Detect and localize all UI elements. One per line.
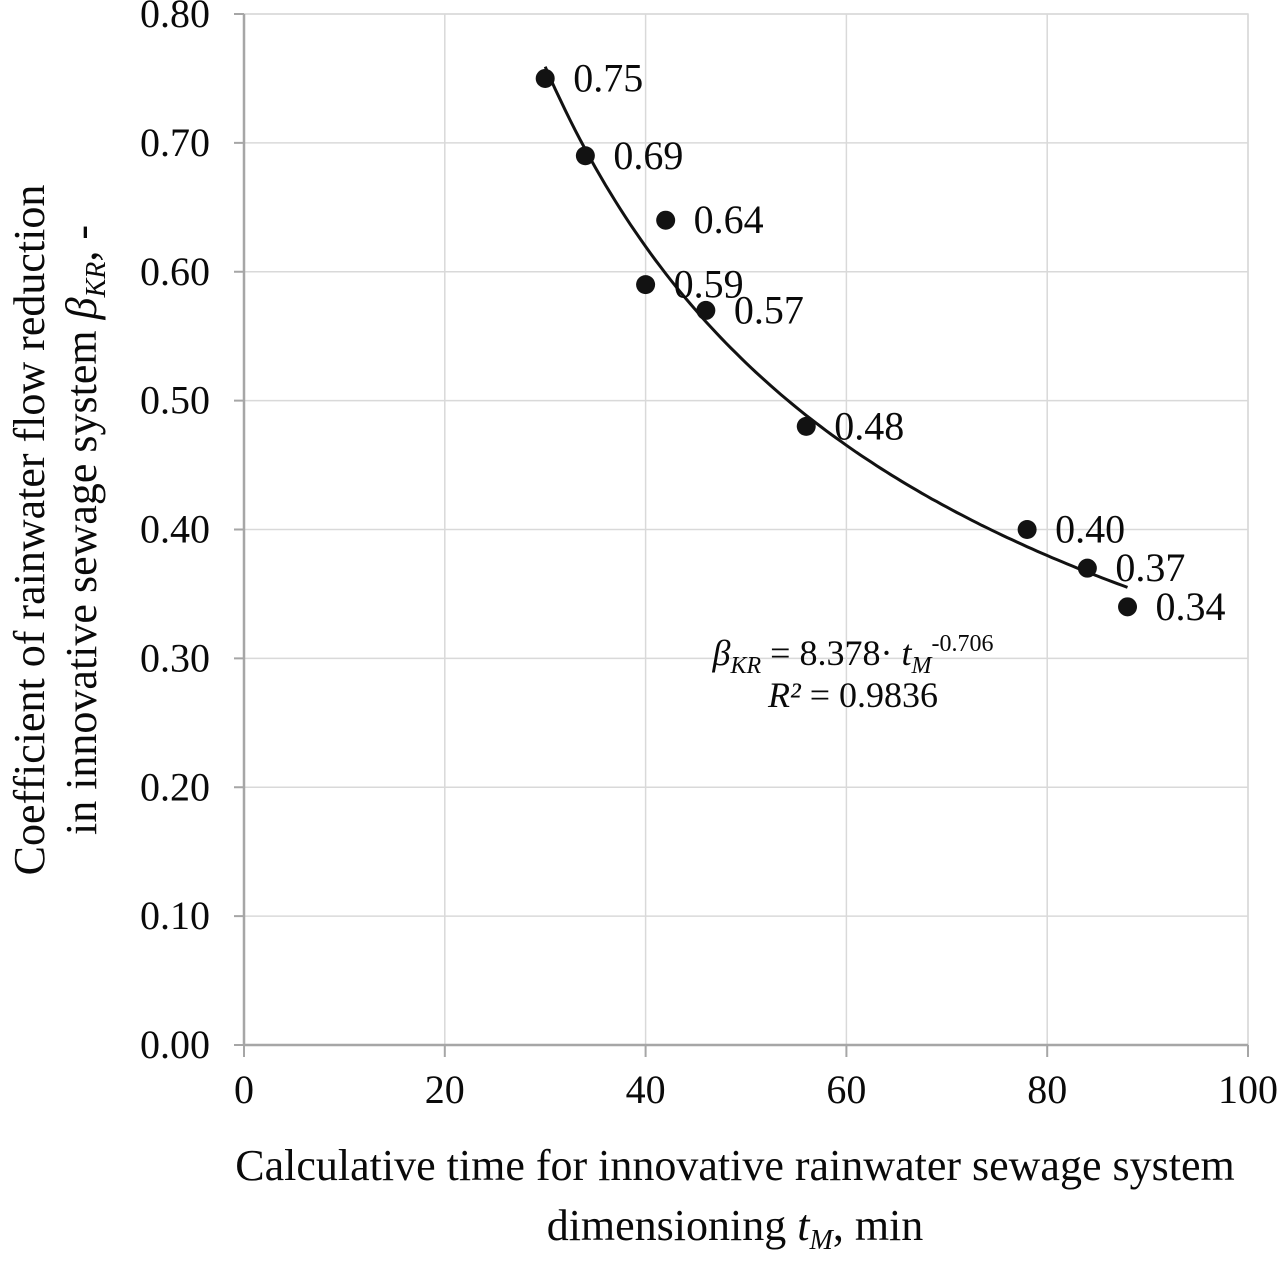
data-point-label: 0.64 <box>694 197 764 242</box>
data-point <box>1077 558 1097 578</box>
y-tick-label: 0.00 <box>140 1022 210 1067</box>
data-point-label: 0.69 <box>613 133 683 178</box>
data-point <box>656 210 676 230</box>
x-tick-label: 100 <box>1218 1067 1278 1112</box>
y-tick-label: 0.50 <box>140 378 210 423</box>
y-tick-label: 0.30 <box>140 635 210 680</box>
y-tick-label: 0.80 <box>140 0 210 36</box>
data-point <box>1118 597 1138 617</box>
x-tick-label: 80 <box>1027 1067 1067 1112</box>
data-point <box>1017 520 1037 539</box>
r-squared-line: R² = 0.9836 <box>767 675 939 715</box>
x-axis-title: Calculative time for innovative rainwate… <box>150 1136 1280 1256</box>
data-point-label: 0.75 <box>573 55 643 100</box>
x-tick-label: 20 <box>425 1067 465 1112</box>
data-point-label: 0.48 <box>834 403 904 448</box>
data-point <box>696 300 716 320</box>
data-point-label: 0.34 <box>1156 584 1226 629</box>
x-axis-title-line2: dimensioning tM, min <box>546 1201 924 1256</box>
data-point-label: 0.40 <box>1055 507 1125 552</box>
y-tick-label: 0.70 <box>140 120 210 165</box>
x-axis-title-line1: Calculative time for innovative rainwate… <box>235 1141 1235 1190</box>
trendline-curve <box>543 66 1129 589</box>
x-tick-label: 60 <box>826 1067 866 1112</box>
y-axis-title-line1: Coefficient of rainwater flow reduction <box>5 184 54 876</box>
y-axis-title-line2: in innovative sewage system βKR, - <box>57 224 112 836</box>
x-tick-label: 0 <box>234 1067 254 1112</box>
trendline-equation: βKR = 8.378· tM-0.706 R² = 0.9836 <box>603 632 1103 716</box>
equation-line: βKR = 8.378· tM-0.706 <box>712 631 994 679</box>
data-point <box>796 416 816 436</box>
y-tick-label: 0.40 <box>140 507 210 552</box>
y-tick-label: 0.10 <box>140 893 210 938</box>
data-point-label: 0.37 <box>1115 545 1185 590</box>
x-tick-label: 40 <box>626 1067 666 1112</box>
data-point-label: 0.59 <box>674 262 744 307</box>
data-point <box>636 275 656 295</box>
y-tick-label: 0.20 <box>140 764 210 809</box>
data-point-label: 0.57 <box>734 287 804 332</box>
y-tick-label: 0.60 <box>140 249 210 294</box>
y-axis-title: Coefficient of rainwater flow reduction … <box>4 130 112 930</box>
data-point <box>575 146 595 166</box>
data-point <box>535 68 555 88</box>
